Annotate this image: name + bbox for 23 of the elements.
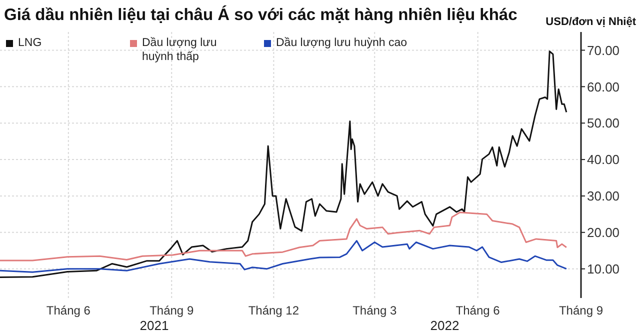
y-tick-label: 10.00: [587, 261, 620, 276]
x-tick-label: Tháng 6: [46, 304, 91, 318]
x-tick-label: Tháng 12: [248, 304, 300, 318]
y-tick-label: 70.00: [587, 42, 620, 58]
y-tick-label: 40.00: [587, 152, 620, 168]
y-tick-label: 30.00: [587, 188, 620, 204]
legend-label: Dầu lượng lưu huỳnh cao: [276, 36, 407, 50]
chart-title: Giá dầu nhiên liệu tại châu Á so với các mặt hàng nhiên liệu khác: [4, 6, 518, 25]
line-series: [0, 240, 568, 273]
y-tick-label: 50.00: [587, 116, 620, 131]
legend-label: LNG: [18, 36, 42, 50]
legend-label: Dầu lượng lưu huỳnh thấp: [142, 36, 218, 64]
x-tick-label: Tháng 6: [456, 304, 500, 318]
line-series: [0, 50, 568, 278]
text: 2022: [429, 318, 460, 333]
line-series: [0, 212, 568, 262]
x-tick-label: Tháng 9: [558, 304, 604, 318]
y-tick-label: 60.00: [587, 79, 620, 94]
y-axis-title: USD/đơn vị Nhiệt: [546, 16, 636, 28]
y-tick-label: 20.00: [587, 225, 620, 240]
text: 2021: [138, 318, 170, 333]
x-tick-label: Tháng 9: [150, 304, 194, 318]
x-tick-label: Tháng 3: [352, 304, 397, 318]
